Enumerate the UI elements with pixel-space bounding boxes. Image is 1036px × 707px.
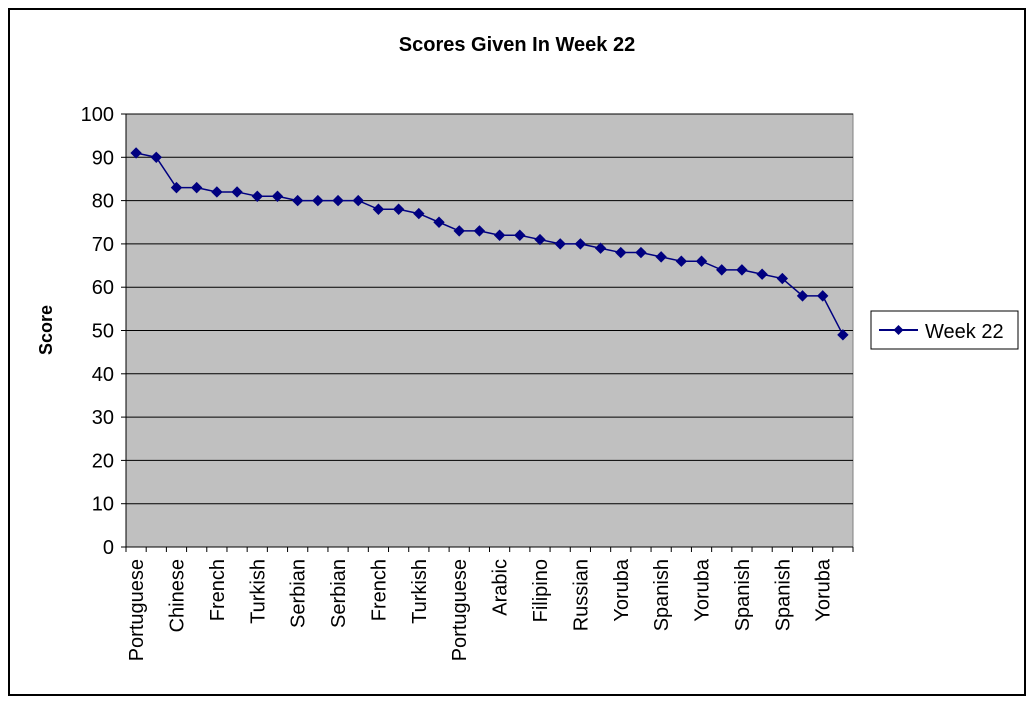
x-tick-label: Portuguese: [449, 559, 471, 661]
x-tick-label: Filipino: [530, 559, 552, 622]
x-tick-label: Turkish: [247, 559, 269, 624]
data-point-diamond: [130, 147, 142, 159]
data-point-diamond: [352, 194, 364, 207]
data-point-diamond: [251, 190, 263, 202]
data-point-diamond: [190, 181, 203, 194]
data-point-diamond: [150, 151, 162, 164]
data-point-diamond: [554, 238, 566, 250]
x-tick-label: Spanish: [732, 559, 754, 631]
data-point-diamond: [473, 225, 486, 237]
data-point-diamond: [211, 186, 223, 198]
legend-label: Week 22: [925, 321, 1004, 343]
x-tick-label: Arabic: [490, 559, 512, 616]
x-tick-label: Spanish: [772, 559, 794, 631]
y-tick-label: 100: [81, 104, 114, 126]
data-point-diamond: [312, 194, 324, 207]
x-tick-label: French: [368, 559, 390, 621]
x-tick-label: Chinese: [166, 559, 188, 632]
data-point-diamond: [615, 246, 627, 259]
y-tick-label: 90: [92, 147, 114, 169]
data-point-diamond: [392, 203, 405, 215]
legend-diamond-marker: [893, 325, 904, 335]
x-tick-label: Russian: [570, 559, 592, 631]
x-tick-label: Serbian: [328, 559, 350, 628]
data-point-diamond: [433, 216, 445, 228]
data-point-diamond: [594, 242, 607, 254]
data-point-diamond: [675, 255, 688, 267]
x-tick-label: Portuguese: [126, 559, 148, 661]
x-tick-label: Serbian: [288, 559, 310, 628]
data-point-diamond: [170, 181, 183, 194]
data-point-diamond: [635, 246, 647, 259]
data-point-diamond: [332, 194, 344, 207]
data-point-diamond: [271, 190, 284, 202]
data-point-diamond: [514, 229, 526, 241]
data-point-diamond: [413, 207, 425, 220]
y-tick-label: 50: [92, 321, 114, 343]
data-point-diamond: [493, 229, 506, 241]
x-tick-label: Yoruba: [813, 558, 835, 622]
y-tick-label: 80: [92, 191, 114, 213]
x-tick-label: Yoruba: [611, 558, 633, 622]
y-tick-label: 30: [92, 407, 114, 429]
x-tick-label: Spanish: [651, 559, 673, 631]
x-tick-label: Yoruba: [692, 558, 714, 622]
data-point-diamond: [796, 290, 809, 302]
x-tick-label: Turkish: [409, 559, 431, 624]
data-point-diamond: [453, 225, 465, 237]
y-tick-label: 0: [103, 537, 114, 559]
data-point-diamond: [776, 272, 789, 285]
legend: Week 22: [870, 310, 1019, 350]
data-point-diamond: [817, 290, 829, 302]
data-point-diamond: [716, 264, 728, 276]
y-tick-label: 40: [92, 364, 114, 386]
y-tick-label: 60: [92, 277, 114, 299]
data-point-diamond: [655, 251, 667, 263]
data-point-diamond: [736, 264, 748, 276]
data-point-diamond: [695, 255, 708, 267]
chart-title: Scores Given In Week 22: [399, 34, 635, 56]
y-tick-label: 20: [92, 450, 114, 472]
x-tick-label: French: [207, 559, 229, 621]
data-point-diamond: [574, 238, 587, 250]
y-tick-label: 70: [92, 234, 114, 256]
data-point-diamond: [231, 186, 243, 198]
y-tick-label: 10: [92, 494, 114, 516]
data-point-diamond: [756, 268, 768, 280]
data-point-diamond: [837, 329, 849, 341]
data-point-diamond: [372, 203, 385, 215]
data-point-diamond: [291, 194, 304, 207]
y-axis-label: Score: [36, 305, 56, 355]
data-point-diamond: [534, 233, 546, 246]
